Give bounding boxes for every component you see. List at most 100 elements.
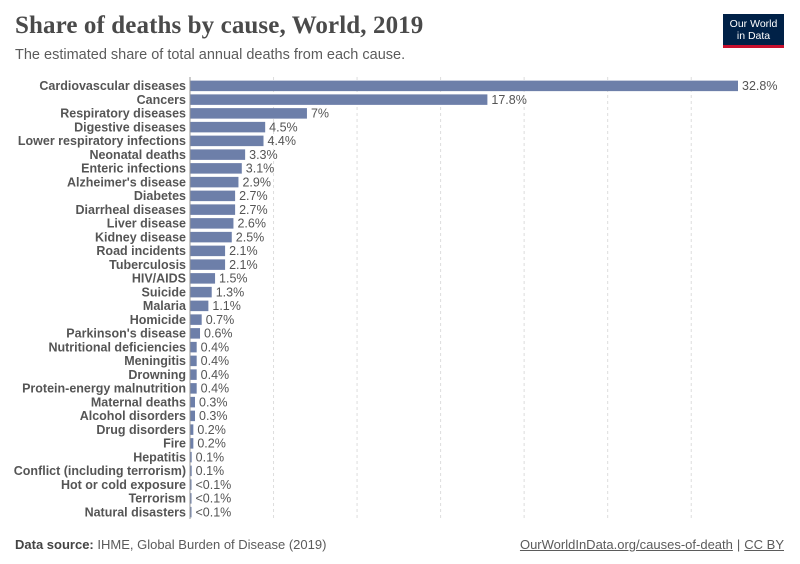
category-label: Alcohol disorders [80,409,186,423]
category-label: Natural disasters [85,505,186,519]
bar [190,121,266,133]
category-label: Homicide [130,313,186,327]
category-label: Fire [163,437,186,451]
value-label: 1.5% [219,272,248,286]
category-label: Cancers [137,93,186,107]
bar-chart: Cardiovascular diseases 32.8% Cancers 17.8%… [14,77,777,519]
bar [190,190,236,202]
category-label: Liver disease [107,217,186,231]
value-label: <0.1% [196,505,232,519]
value-label: 3.1% [246,162,274,176]
bar [190,245,226,257]
category-label: Drowning [128,368,186,382]
bar [190,396,196,408]
category-label: Cardiovascular diseases [39,79,186,93]
value-label: 7% [311,107,329,121]
category-label: Malaria [143,299,187,313]
bar [190,135,264,147]
value-label: 0.7% [206,313,235,327]
bar [190,465,192,477]
category-label: Parkinson's disease [66,327,186,341]
category-label: Tuberculosis [109,258,186,272]
bar [190,341,197,353]
value-label: 4.5% [269,120,298,134]
bar [190,328,201,339]
value-label: 0.4% [201,382,230,396]
value-label: 2.5% [236,230,265,244]
value-label: 17.8% [491,93,526,107]
chart-subtitle: The estimated share of total annual deat… [15,47,406,63]
bar [190,355,197,367]
value-label: 0.3% [199,409,228,423]
bar [190,506,192,518]
value-label: 2.9% [242,175,271,189]
bar [190,218,234,229]
category-label: Protein-energy malnutrition [22,382,186,396]
footer-separator: | [736,537,741,552]
bar [190,176,239,188]
value-label: 2.1% [229,244,258,258]
value-label: 0.4% [201,368,230,382]
owid-logo[interactable]: Our World in Data [723,14,784,48]
value-label: 1.1% [212,299,241,313]
bar [190,149,246,160]
bar [190,493,192,504]
value-label: 0.2% [197,423,226,437]
category-label: Digestive diseases [74,120,186,134]
value-label: 0.6% [204,327,233,341]
chart-title: Share of deaths by cause, World, 2019 [15,12,424,39]
bar [190,204,236,215]
value-label: <0.1% [196,492,232,506]
bar [190,94,488,105]
value-label: 32.8% [742,79,777,93]
category-label: Hot or cold exposure [61,478,186,492]
bar [190,410,196,422]
category-label: Diabetes [134,189,186,203]
category-label: Alzheimer's disease [67,175,186,189]
category-label: Meningitis [124,354,186,368]
value-label: 1.3% [216,285,245,299]
data-source-text: IHME, Global Burden of Disease (2019) [97,537,327,552]
category-label: Diarrheal diseases [76,203,187,217]
bar [190,479,192,490]
category-label: Respiratory diseases [60,107,186,121]
value-label: 0.1% [196,464,225,478]
source-link[interactable]: OurWorldInData.org/causes-of-death [519,537,733,552]
category-label: Neonatal deaths [89,148,186,162]
category-label: Nutritional deficiencies [48,340,186,354]
bar [190,273,216,284]
bar [190,383,197,394]
value-label: 2.7% [239,203,267,217]
value-label: 0.3% [199,395,228,409]
value-label: 0.1% [196,450,225,464]
data-source-label: Data source: [15,537,94,552]
value-label: 2.7% [239,189,267,203]
category-label: HIV/AIDS [132,272,186,286]
data-source: Data source: IHME, Global Burden of Dise… [15,537,326,552]
bar [190,108,307,119]
bar [190,438,194,449]
category-label: Road incidents [96,244,186,258]
footer-links: OurWorldInData.org/causes-of-death | CC BY [520,537,784,552]
value-label: 3.3% [249,148,278,162]
value-label: 0.4% [201,354,230,368]
category-label: Suicide [142,285,187,299]
value-label: 2.1% [229,258,258,272]
value-label: 0.4% [201,340,230,354]
logo-line-1: Our World [729,18,778,30]
category-label: Enteric infections [81,162,186,176]
category-label: Drug disorders [96,423,186,437]
bar [190,300,209,312]
logo-line-2: in Data [736,30,771,42]
value-label: <0.1% [196,478,232,492]
category-label: Terrorism [129,492,186,506]
bar [190,424,194,435]
value-label: 0.2% [197,437,226,451]
bar [190,163,242,174]
license-link[interactable]: CC BY [744,537,784,552]
value-label: 2.6% [237,217,266,231]
bar [190,451,192,463]
bar [190,369,197,380]
category-label: Conflict (including terrorism) [14,464,186,478]
bar [190,231,232,243]
